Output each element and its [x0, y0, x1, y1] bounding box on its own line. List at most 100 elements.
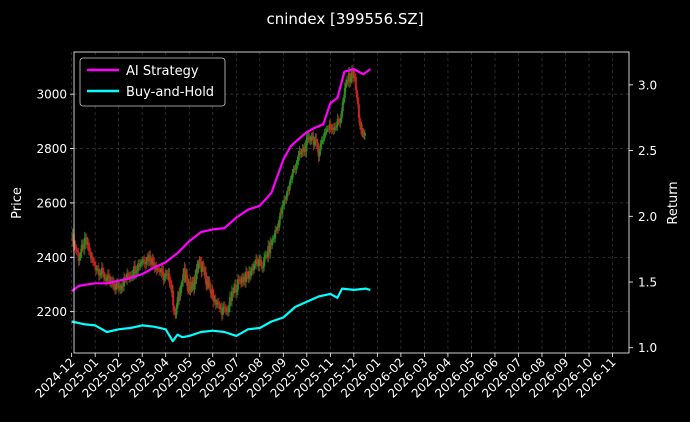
price-candle-body	[184, 268, 187, 279]
price-candle-body	[313, 140, 316, 145]
price-candle-body	[354, 76, 357, 90]
price-candle-body	[198, 260, 201, 264]
price-candle-body	[278, 219, 281, 228]
price-candle-body	[80, 245, 83, 253]
price-candle-body	[246, 271, 249, 276]
price-candle-body	[181, 280, 184, 284]
price-candle-body	[95, 269, 98, 271]
price-candle-body	[150, 261, 153, 265]
price-candle-body	[228, 297, 231, 307]
price-candle-body	[222, 306, 225, 308]
price-candle-body	[106, 274, 109, 279]
price-candle-body	[256, 259, 259, 262]
price-candle-body	[140, 263, 143, 265]
price-candle-body	[251, 267, 254, 271]
price-candle-body	[123, 277, 126, 287]
price-candle-body	[318, 150, 321, 157]
price-candle-body	[108, 276, 111, 283]
price-candle-body	[363, 133, 366, 136]
price-candle-body	[319, 143, 322, 151]
price-candle-body	[240, 277, 243, 283]
price-candle-body	[302, 148, 305, 153]
price-candle-body	[217, 302, 220, 305]
price-candle-body	[74, 244, 77, 250]
price-candle-body	[75, 249, 78, 252]
price-candle-body	[307, 136, 310, 138]
price-candle-body	[341, 101, 344, 112]
price-candle-body	[114, 284, 117, 290]
price-candle-body	[105, 278, 108, 282]
price-candles	[71, 65, 366, 321]
price-candle-body	[238, 279, 241, 282]
price-candle-body	[359, 125, 362, 130]
price-candle-body	[174, 311, 177, 313]
price-candle-body	[296, 161, 299, 165]
price-candle-body	[208, 281, 211, 283]
price-candle-body	[205, 272, 208, 284]
price-candle-body	[175, 308, 178, 315]
price-candle-body	[351, 70, 354, 78]
price-candle-body	[164, 274, 167, 277]
price-candle-body	[144, 262, 147, 264]
price-candle-body	[303, 146, 306, 153]
price-candle-body	[304, 146, 307, 152]
left-axis: 2200 2400 2600 2800 3000	[36, 88, 74, 319]
price-candle-body	[168, 273, 171, 283]
price-candle-body	[311, 136, 314, 138]
price-candle-body	[257, 261, 260, 267]
y-right-tick-label: 1.0	[638, 341, 657, 355]
price-candle-body	[122, 285, 125, 287]
price-candle-body	[245, 271, 248, 282]
price-candle-body	[142, 259, 145, 262]
price-candle-body	[298, 151, 301, 156]
price-candle-body	[356, 97, 359, 105]
price-candle-body	[241, 277, 244, 282]
price-candle-body	[121, 285, 124, 289]
price-candle-body	[102, 271, 105, 278]
price-candle-body	[252, 267, 255, 271]
price-candle-body	[221, 307, 224, 315]
price-candle-body	[172, 290, 175, 306]
price-candle-body	[148, 255, 151, 262]
price-candle-body	[324, 131, 327, 133]
price-candle-body	[314, 139, 317, 141]
price-candle-body	[100, 267, 103, 273]
price-candle-body	[81, 244, 84, 246]
price-candle-body	[323, 132, 326, 139]
price-candle-body	[213, 299, 216, 302]
price-candle-body	[163, 276, 166, 281]
price-candle-body	[136, 270, 139, 272]
price-candle-body	[279, 212, 282, 220]
price-candle-body	[350, 70, 353, 79]
price-candle-body	[309, 140, 312, 142]
price-candle-body	[127, 273, 130, 277]
price-candle-body	[112, 281, 115, 288]
price-candle-body	[71, 234, 74, 241]
price-candle-body	[315, 139, 318, 143]
price-candle-body	[297, 155, 300, 162]
price-candle-body	[149, 255, 152, 262]
price-candle-body	[231, 290, 234, 294]
price-candle-body	[336, 118, 339, 126]
y-left-tick-label: 2800	[36, 142, 67, 156]
price-candle-body	[132, 275, 135, 277]
price-candle-body	[325, 128, 328, 132]
price-candle-body	[211, 289, 214, 295]
price-candle-body	[186, 274, 189, 286]
price-candle-body	[225, 310, 228, 312]
price-candle-body	[274, 230, 277, 238]
price-candle-body	[162, 271, 165, 281]
price-candle-body	[283, 199, 286, 205]
price-candle-body	[195, 268, 198, 280]
price-candle-body	[220, 307, 223, 315]
price-candle-body	[207, 281, 210, 285]
price-candle-body	[249, 271, 252, 277]
price-candle-body	[285, 196, 288, 200]
price-candle-body	[263, 257, 266, 267]
price-candle-body	[96, 268, 99, 270]
price-candle-body	[170, 284, 173, 293]
price-candle-body	[172, 305, 175, 310]
price-candle-body	[275, 230, 278, 232]
price-candle-body	[83, 237, 86, 250]
y-right-tick-label: 1.5	[638, 276, 657, 290]
